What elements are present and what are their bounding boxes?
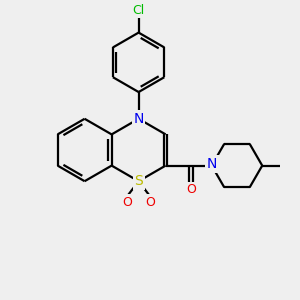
Text: N: N	[134, 112, 144, 126]
Text: Cl: Cl	[133, 4, 145, 17]
Text: O: O	[145, 196, 155, 209]
Text: S: S	[134, 174, 143, 188]
Text: O: O	[186, 184, 196, 196]
Text: O: O	[122, 196, 132, 209]
Text: N: N	[206, 157, 217, 171]
